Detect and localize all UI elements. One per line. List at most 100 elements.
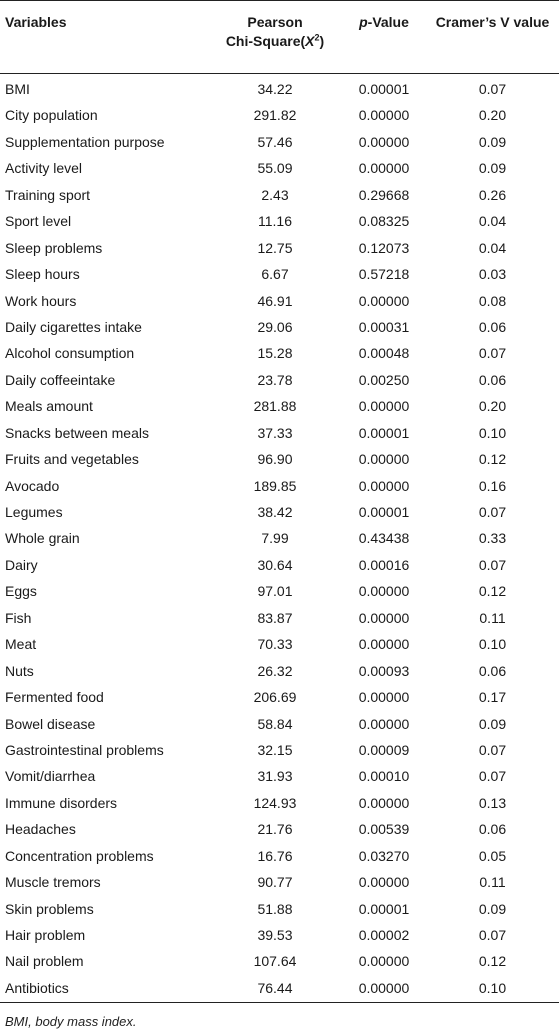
cell-p-value: 0.00000 xyxy=(358,874,410,891)
table-row: Muscle tremors 90.77 0.00000 0.11 xyxy=(0,869,559,895)
table-row: Meals amount 281.88 0.00000 0.20 xyxy=(0,393,559,419)
cell-cramers-v: 0.10 xyxy=(478,424,507,441)
cell-variable: Immune disorders xyxy=(5,794,118,811)
table-row: Fruits and vegetables 96.90 0.00000 0.12 xyxy=(0,446,559,472)
cell-chi-square: 291.82 xyxy=(253,107,297,124)
cell-chi-square: 90.77 xyxy=(257,874,293,891)
cell-variable: Bowel disease xyxy=(5,715,96,732)
table-top-rule xyxy=(0,0,559,1)
cell-cramers-v: 0.10 xyxy=(478,979,507,996)
cell-cramers-v: 0.20 xyxy=(478,398,507,415)
table-row: Immune disorders 124.93 0.00000 0.13 xyxy=(0,790,559,816)
cell-variable: Headaches xyxy=(5,821,76,838)
cell-variable: Training sport xyxy=(5,186,91,203)
cell-chi-square: 32.15 xyxy=(257,741,293,758)
cell-chi-square: 21.76 xyxy=(257,821,293,838)
cell-p-value: 0.29668 xyxy=(358,186,410,203)
cell-p-value: 0.00000 xyxy=(358,794,410,811)
table-row: Avocado 189.85 0.00000 0.16 xyxy=(0,473,559,499)
table-row: Sleep problems 12.75 0.12073 0.04 xyxy=(0,235,559,261)
cell-p-value: 0.00009 xyxy=(358,741,410,758)
cell-variable: Legumes xyxy=(5,504,63,520)
table-bottom-rule xyxy=(0,1002,559,1003)
cell-chi-square: 38.42 xyxy=(257,504,293,520)
cell-cramers-v: 0.04 xyxy=(478,213,507,230)
cell-p-value: 0.12073 xyxy=(358,239,410,256)
cell-p-value: 0.00002 xyxy=(358,927,410,943)
table-row: Vomit/diarrhea 31.93 0.00010 0.07 xyxy=(0,763,559,789)
cell-cramers-v: 0.13 xyxy=(478,794,507,811)
cell-p-value: 0.57218 xyxy=(358,266,410,283)
cell-cramers-v: 0.09 xyxy=(478,900,507,917)
cell-variable: Fruits and vegetables xyxy=(5,451,139,468)
cell-chi-square: 206.69 xyxy=(253,689,297,706)
table-row: Supplementation purpose 57.46 0.00000 0.09 xyxy=(0,129,559,155)
table-row: Daily coffeeintake 23.78 0.00250 0.06 xyxy=(0,367,559,393)
header-chi-symbol: X xyxy=(305,33,315,49)
header-variables: Variables xyxy=(5,14,67,30)
cell-variable: Sleep hours xyxy=(5,266,80,283)
cell-chi-square: 189.85 xyxy=(253,477,297,494)
cell-chi-square: 2.43 xyxy=(261,186,289,203)
table-row: Fermented food 206.69 0.00000 0.17 xyxy=(0,684,559,710)
cell-p-value: 0.00048 xyxy=(358,345,410,362)
table-row: Activity level 55.09 0.00000 0.09 xyxy=(0,155,559,181)
cell-chi-square: 31.93 xyxy=(257,768,293,785)
cell-variable: BMI xyxy=(5,81,30,97)
cell-variable: Antibiotics xyxy=(5,979,69,996)
cell-cramers-v: 0.09 xyxy=(478,160,507,177)
table-row: Sleep hours 6.67 0.57218 0.03 xyxy=(0,261,559,287)
cell-p-value: 0.00001 xyxy=(358,900,410,917)
cell-p-value: 0.00000 xyxy=(358,292,410,309)
cell-variable: Muscle tremors xyxy=(5,874,101,891)
cell-variable: Gastrointestinal problems xyxy=(5,741,164,758)
table-row: BMI 34.22 0.00001 0.07 xyxy=(0,76,559,102)
table-row: City population 291.82 0.00000 0.20 xyxy=(0,102,559,128)
cell-p-value: 0.00001 xyxy=(358,504,410,520)
cell-chi-square: 30.64 xyxy=(257,556,293,573)
cell-cramers-v: 0.11 xyxy=(479,874,506,891)
cell-p-value: 0.00001 xyxy=(358,424,410,441)
cell-p-value: 0.00000 xyxy=(358,636,410,653)
cell-chi-square: 29.06 xyxy=(257,318,293,335)
table-header-rule xyxy=(0,73,559,74)
cell-p-value: 0.00000 xyxy=(358,715,410,732)
table-row: Nuts 26.32 0.00093 0.06 xyxy=(0,658,559,684)
cell-cramers-v: 0.09 xyxy=(478,133,507,150)
cell-cramers-v: 0.12 xyxy=(478,953,507,970)
cell-cramers-v: 0.04 xyxy=(478,239,507,256)
cell-variable: Vomit/diarrhea xyxy=(5,768,96,785)
table-row: Snacks between meals 37.33 0.00001 0.10 xyxy=(0,420,559,446)
cell-cramers-v: 0.03 xyxy=(478,266,507,283)
cell-variable: Daily cigarettes intake xyxy=(5,318,142,335)
cell-p-value: 0.00000 xyxy=(358,107,410,124)
table-row: Gastrointestinal problems 32.15 0.00009 0.0… xyxy=(0,737,559,763)
cell-cramers-v: 0.07 xyxy=(478,81,507,97)
cell-cramers-v: 0.16 xyxy=(478,477,507,494)
cell-chi-square: 12.75 xyxy=(257,239,293,256)
cell-chi-square: 57.46 xyxy=(257,133,293,150)
header-p-value: p-Value xyxy=(346,13,422,32)
table-row: Headaches 21.76 0.00539 0.06 xyxy=(0,816,559,842)
cell-variable: Snacks between meals xyxy=(5,424,149,441)
cell-p-value: 0.00031 xyxy=(358,318,410,335)
table-row: Whole grain 7.99 0.43438 0.33 xyxy=(0,525,559,551)
cell-cramers-v: 0.12 xyxy=(478,451,507,468)
cell-chi-square: 39.53 xyxy=(257,927,293,943)
cell-chi-square: 124.93 xyxy=(253,794,297,811)
cell-variable: Work hours xyxy=(5,292,77,309)
cell-p-value: 0.00093 xyxy=(358,662,410,679)
cell-cramers-v: 0.07 xyxy=(478,741,507,758)
cell-variable: Sport level xyxy=(5,213,72,230)
cell-p-value: 0.00000 xyxy=(358,689,410,706)
table-row: Nail problem 107.64 0.00000 0.12 xyxy=(0,948,559,974)
cell-cramers-v: 0.26 xyxy=(478,186,507,203)
header-chi-sup: 2 xyxy=(314,32,320,43)
cell-cramers-v: 0.07 xyxy=(478,768,507,785)
table-row: Hair problem 39.53 0.00002 0.07 xyxy=(0,922,559,948)
header-p-italic: p xyxy=(359,14,368,30)
cell-p-value: 0.00000 xyxy=(358,133,410,150)
header-p-rest: -Value xyxy=(367,14,409,30)
table-body: BMI 34.22 0.00001 0.07 City population 291.82… xyxy=(0,76,559,1001)
cell-cramers-v: 0.05 xyxy=(478,847,507,864)
